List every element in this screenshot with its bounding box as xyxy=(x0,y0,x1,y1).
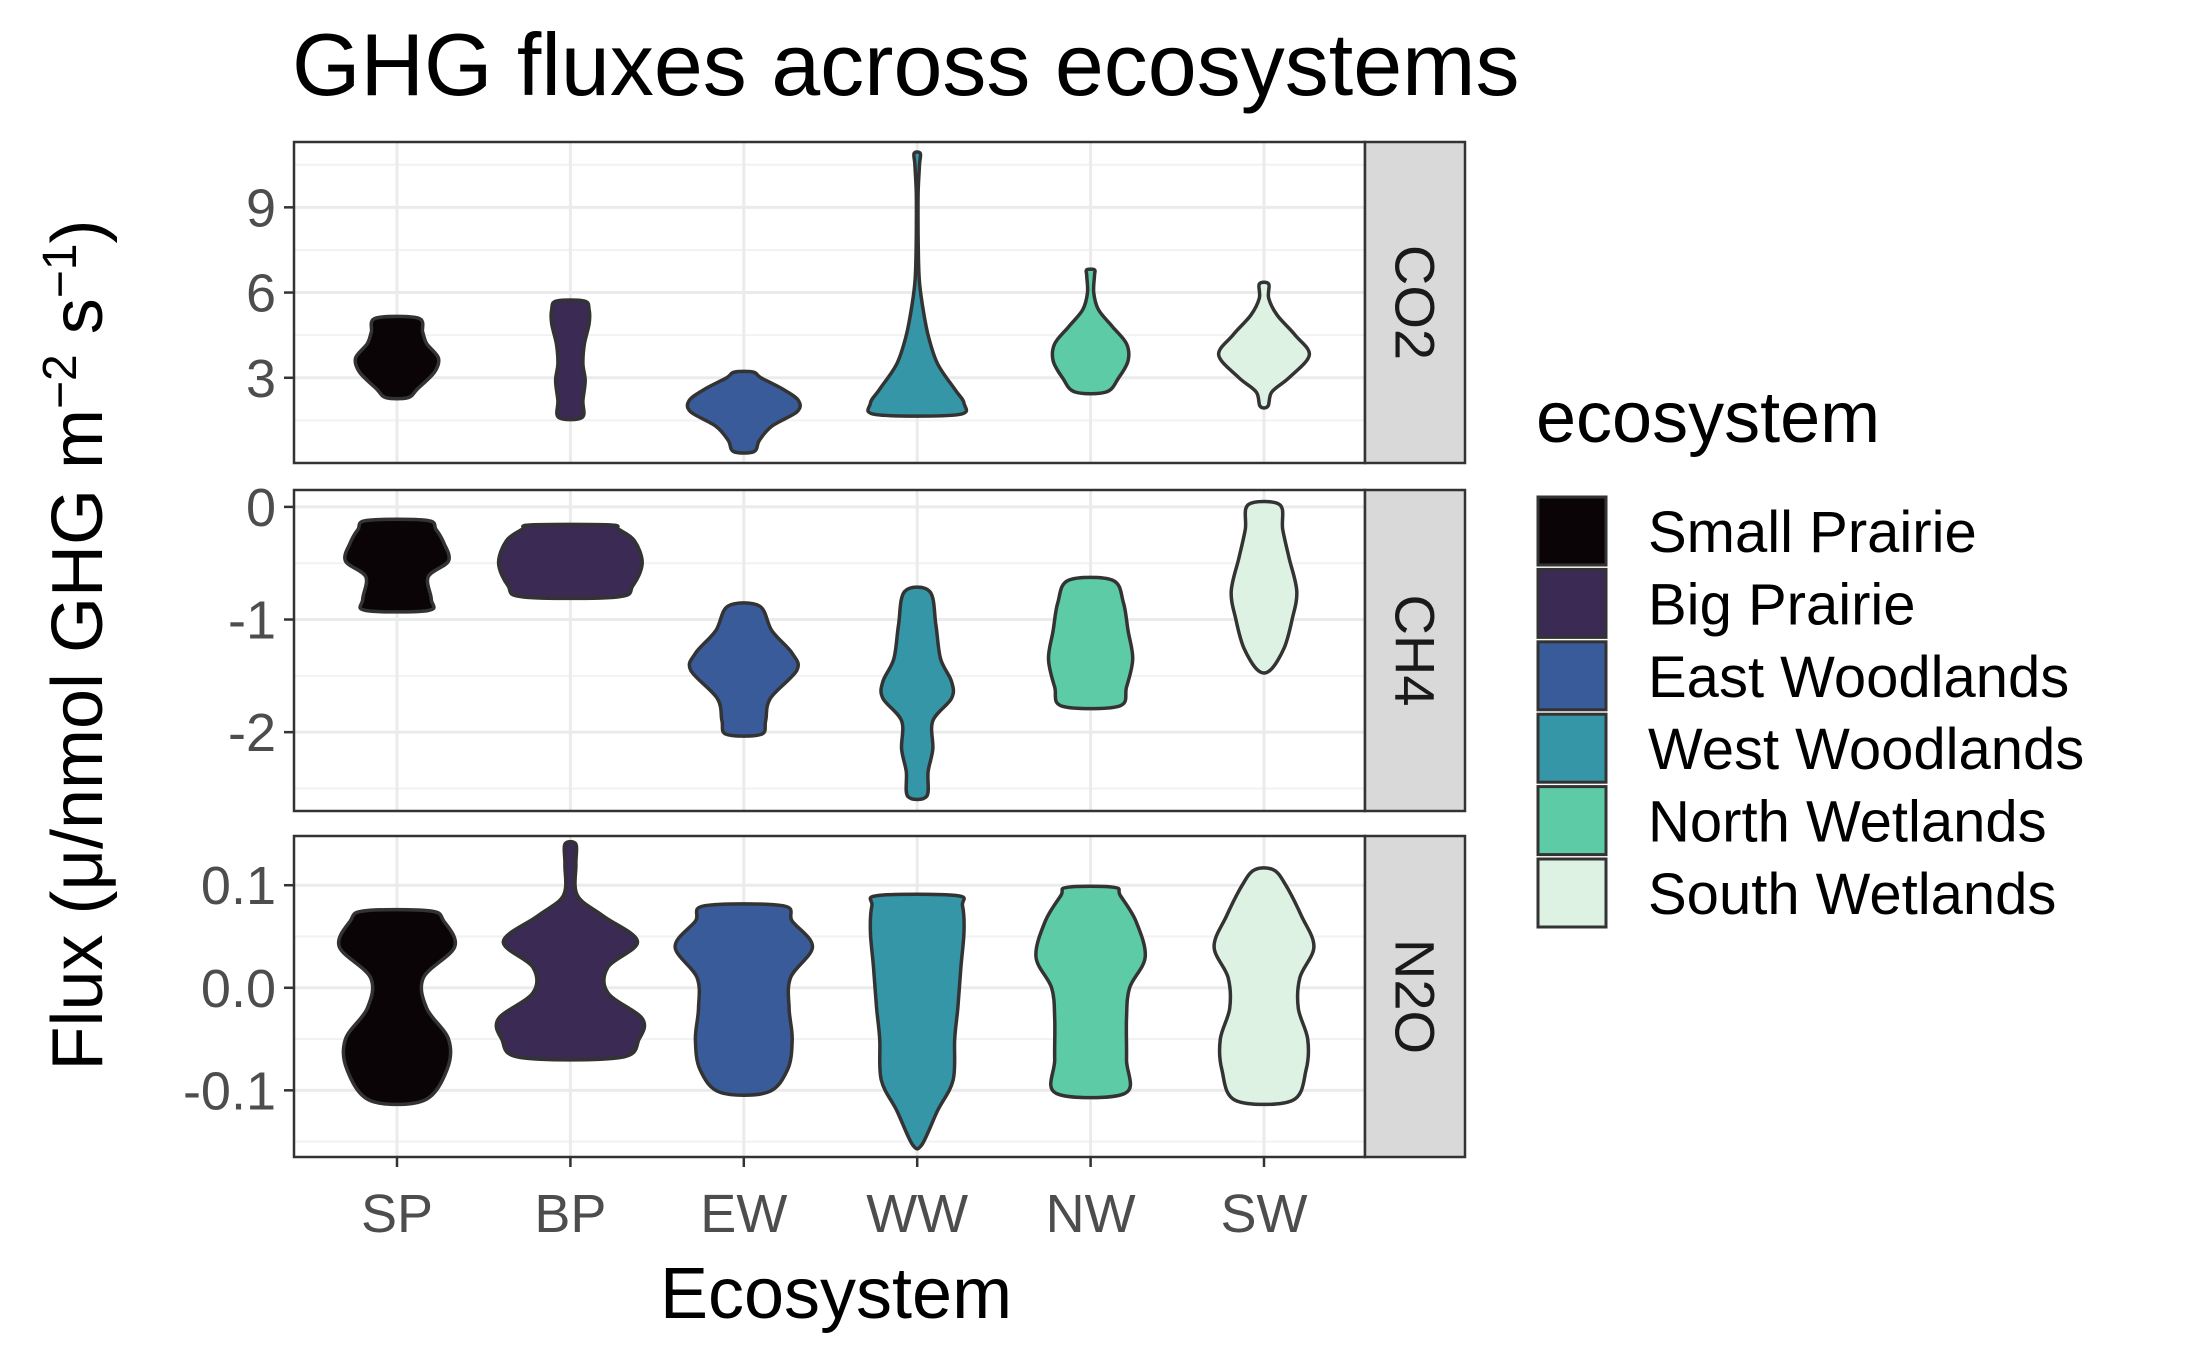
violin-ch4-bp xyxy=(496,522,644,601)
x-tick-label: SW xyxy=(1221,1184,1308,1244)
legend-swatch xyxy=(1536,567,1608,639)
y-tick-label: 0.1 xyxy=(201,856,276,916)
legend-title: ecosystem xyxy=(1536,378,1880,458)
legend-label: North Wetlands xyxy=(1648,790,2047,855)
violin-ch4-sw xyxy=(1229,499,1299,675)
violin-n2o-ew xyxy=(673,902,815,1097)
y-tick-label: 0 xyxy=(246,478,276,538)
y-axis-title-exponent-1: −2 xyxy=(34,354,87,409)
y-axis-title-main: Flux (μ/nmol GHG m xyxy=(38,409,118,1071)
x-tick-label: SP xyxy=(361,1184,433,1244)
x-tick-label: BP xyxy=(534,1184,606,1244)
violin-n2o-bp xyxy=(494,839,647,1062)
y-axis-title-mid: s xyxy=(38,298,118,354)
y-axis-title-end: ) xyxy=(38,219,118,243)
violin-ch4-sp xyxy=(343,517,451,614)
violin-co2-ew xyxy=(685,369,802,455)
violin-n2o-sp xyxy=(336,907,458,1107)
violin-co2-ww xyxy=(866,150,969,418)
facet-strip xyxy=(1363,834,1467,1159)
chart-title: GHG fluxes across ecosystems xyxy=(292,15,1519,114)
panel-frame xyxy=(292,488,1367,813)
legend-label: Big Prairie xyxy=(1648,572,1916,637)
violin-n2o-nw xyxy=(1034,884,1148,1100)
legend-label: East Woodlands xyxy=(1648,645,2069,710)
violin-co2-sp xyxy=(353,314,441,401)
y-tick-label: -0.1 xyxy=(183,1061,276,1121)
facet-strip-label: CH4 xyxy=(1384,594,1447,706)
violin-co2-bp xyxy=(549,298,592,422)
x-tick-label: EW xyxy=(700,1184,787,1244)
violin-ch4-ww xyxy=(879,585,956,802)
violin-co2-nw xyxy=(1050,267,1131,396)
x-axis-title: Ecosystem xyxy=(660,1254,1012,1334)
facet-strip xyxy=(1363,488,1467,813)
legend-swatch xyxy=(1536,640,1608,712)
facet-strip-label: CO2 xyxy=(1384,245,1447,360)
y-tick-label: 6 xyxy=(246,264,276,324)
y-tick-label: 9 xyxy=(246,178,276,238)
y-axis-title-exponent-2: −1 xyxy=(34,243,87,298)
x-tick-label: WW xyxy=(866,1184,968,1244)
y-tick-label: 0.0 xyxy=(201,959,276,1019)
y-tick-label: -2 xyxy=(228,703,276,763)
legend-swatch xyxy=(1536,785,1608,857)
violin-n2o-sw xyxy=(1212,866,1316,1107)
facet-strip xyxy=(1363,140,1467,465)
y-axis-title: Flux (μ/nmol GHG m−2 s−1) xyxy=(34,219,118,1070)
legend-swatch xyxy=(1536,712,1608,784)
facet-strip-label: N2O xyxy=(1384,939,1447,1054)
legend-label: South Wetlands xyxy=(1648,862,2056,927)
violin-n2o-ww xyxy=(868,892,966,1151)
x-tick-label: NW xyxy=(1046,1184,1136,1244)
y-tick-label: -1 xyxy=(228,591,276,651)
panel-frame xyxy=(292,140,1367,465)
legend-swatch xyxy=(1536,495,1608,567)
violin-ch4-ew xyxy=(687,601,801,738)
legend-swatch xyxy=(1536,857,1608,929)
violin-co2-sw xyxy=(1216,280,1312,410)
legend-label: Small Prairie xyxy=(1648,500,1977,565)
violin-ch4-nw xyxy=(1046,575,1135,711)
y-tick-label: 3 xyxy=(246,349,276,409)
legend-label: West Woodlands xyxy=(1648,717,2084,782)
